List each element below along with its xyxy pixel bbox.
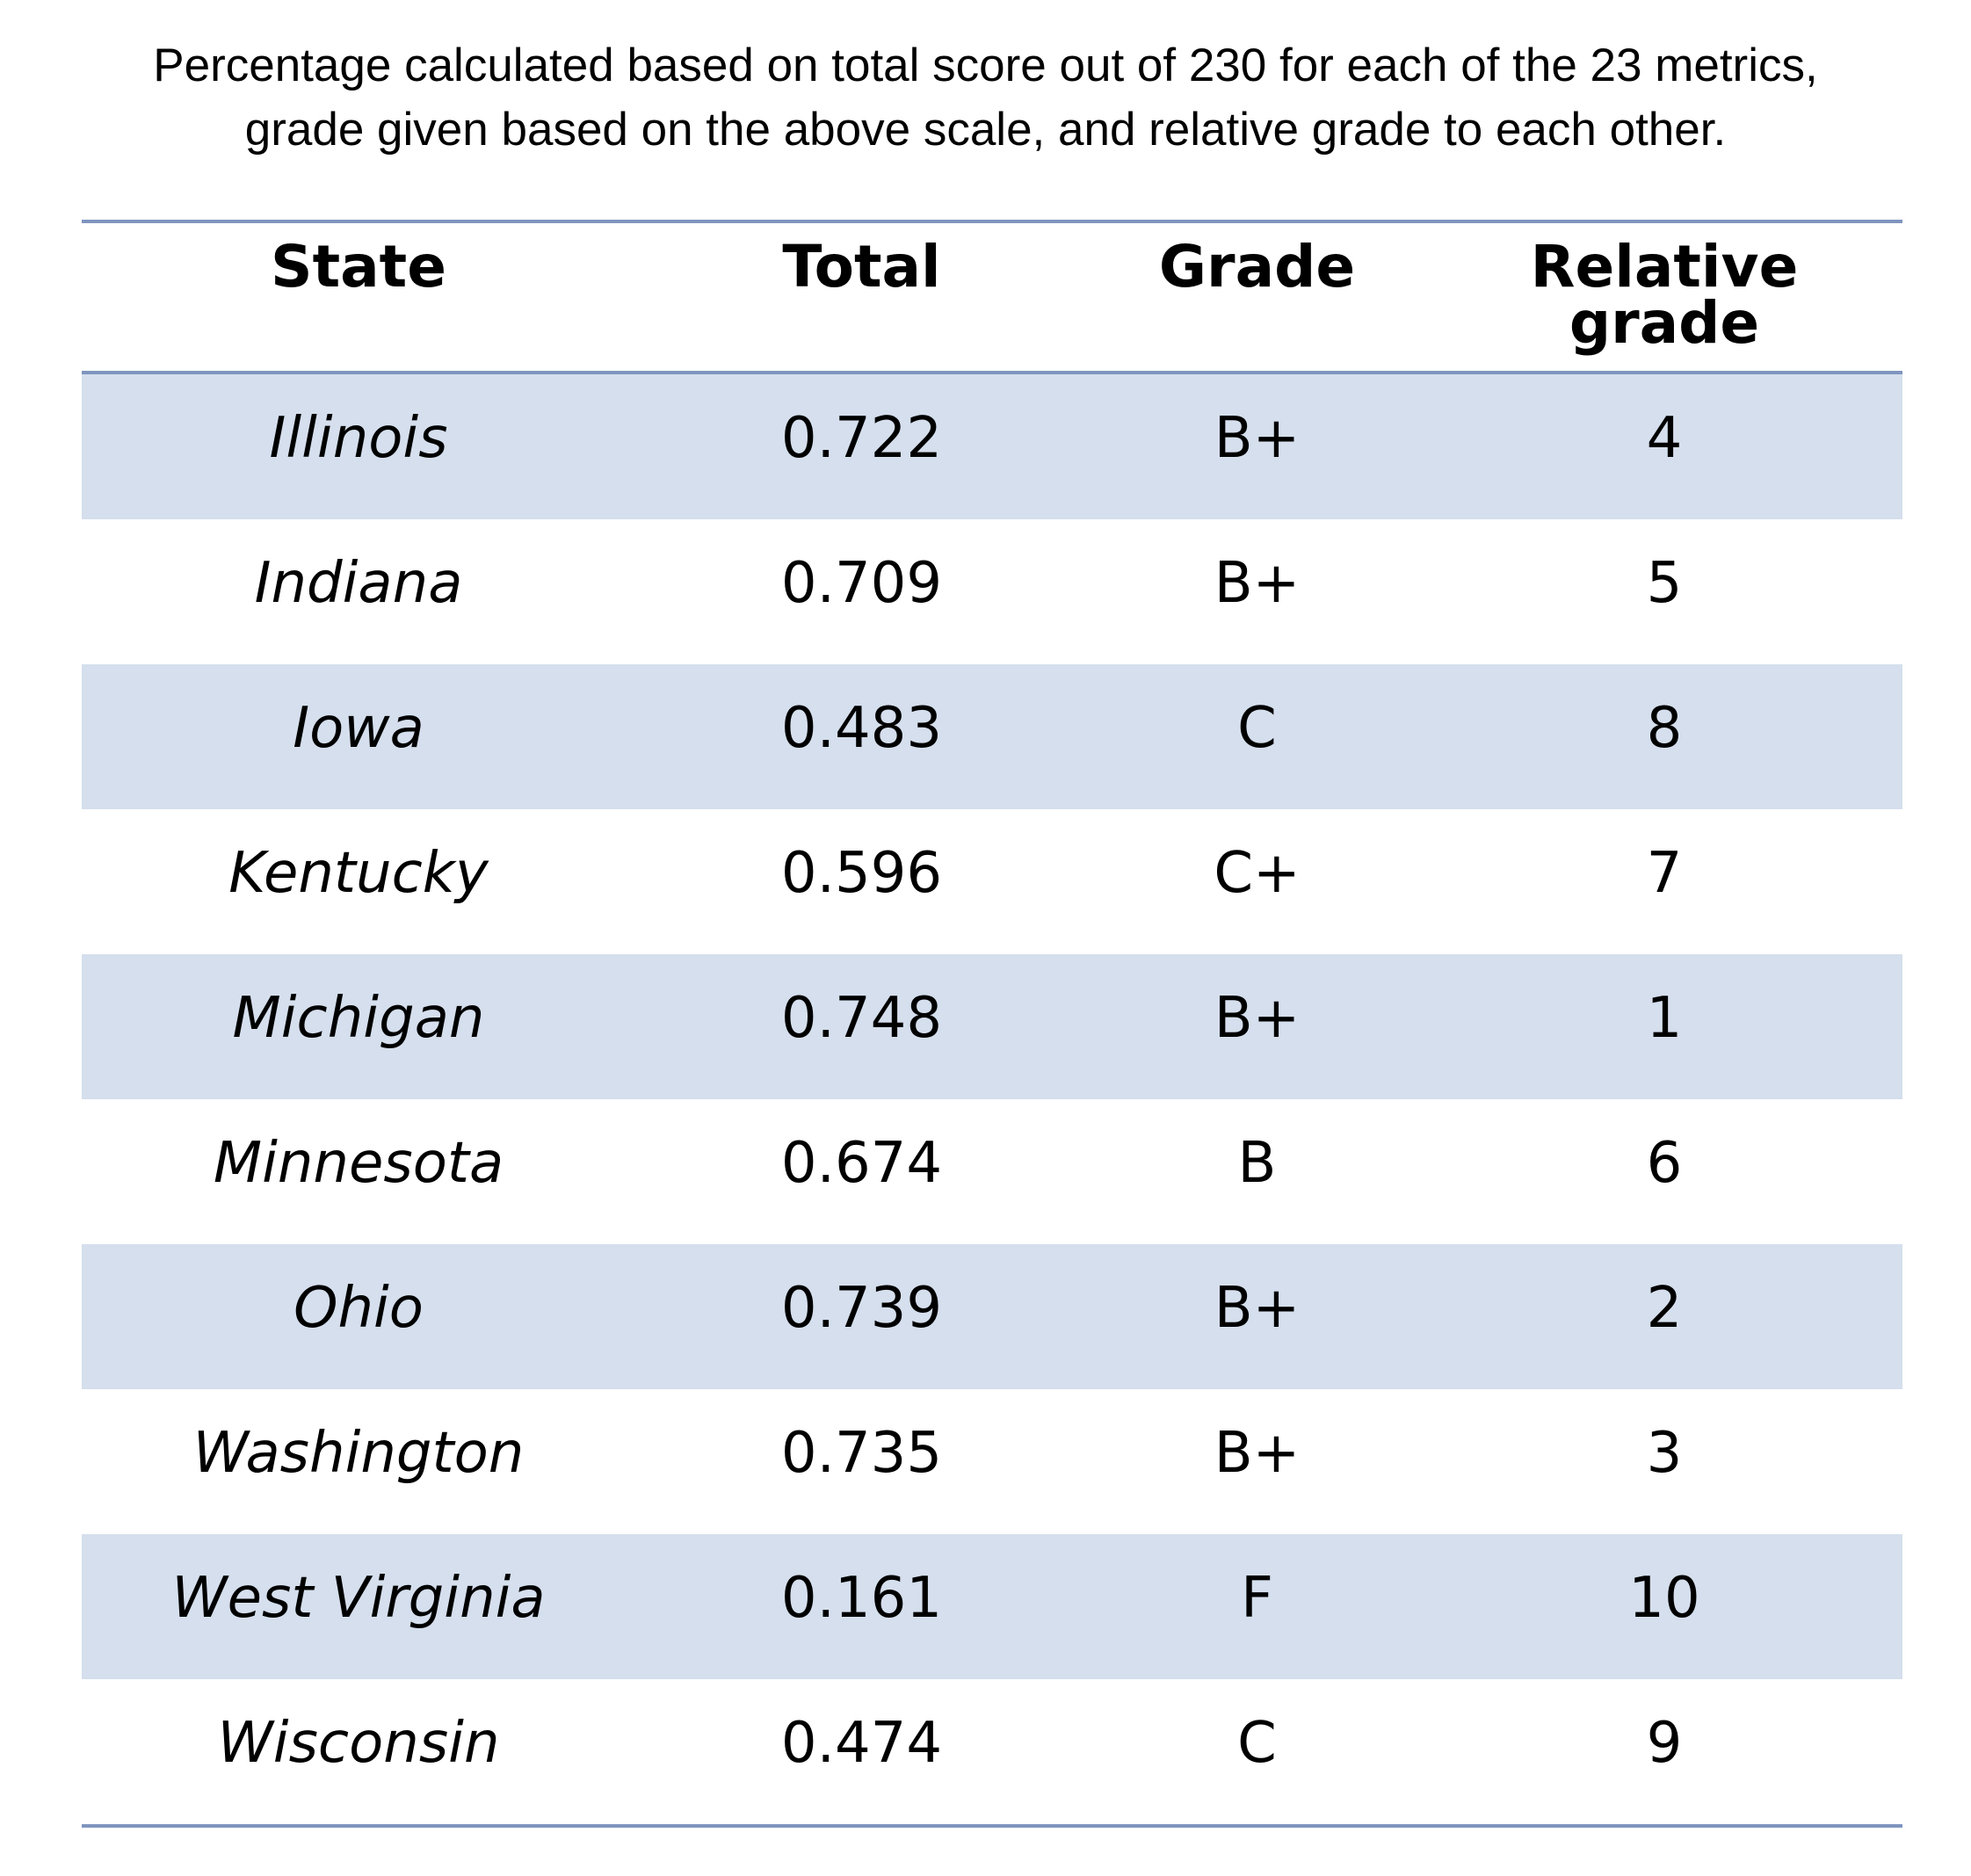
top-rule — [82, 220, 1902, 223]
table-row: Illinois 0.722 B+ 4 — [82, 374, 1902, 519]
header-relative-grade: Relative grade — [1530, 233, 1799, 357]
state-cell: West Virginia — [171, 1566, 546, 1631]
relative-grade-cell: 2 — [1646, 1276, 1683, 1341]
state-cell: Wisconsin — [217, 1711, 500, 1776]
header-grade: Grade — [1158, 233, 1356, 301]
total-cell: 0.674 — [780, 1131, 943, 1196]
state-cell: Michigan — [232, 986, 485, 1051]
total-cell: 0.161 — [780, 1566, 943, 1631]
grade-cell: B+ — [1214, 1421, 1301, 1486]
total-cell: 0.709 — [780, 551, 943, 616]
total-cell: 0.748 — [780, 986, 943, 1051]
relative-grade-cell: 8 — [1646, 696, 1683, 761]
table-row: Minnesota 0.674 B 6 — [82, 1099, 1902, 1244]
table-row: Wisconsin 0.474 C 9 — [82, 1679, 1902, 1824]
table-row: Indiana 0.709 B+ 5 — [82, 519, 1902, 664]
table-row: Ohio 0.739 B+ 2 — [82, 1244, 1902, 1389]
total-cell: 0.722 — [780, 406, 943, 471]
table-caption: Percentage calculated based on total sco… — [0, 33, 1971, 162]
table-row: Washington 0.735 B+ 3 — [82, 1389, 1902, 1534]
total-cell: 0.474 — [780, 1711, 943, 1776]
state-cell: Illinois — [269, 406, 448, 471]
relative-grade-cell: 7 — [1646, 841, 1683, 906]
bottom-rule — [82, 1824, 1902, 1828]
total-cell: 0.739 — [780, 1276, 943, 1341]
header-state: State — [271, 233, 446, 301]
table-row: Iowa 0.483 C 8 — [82, 664, 1902, 809]
grade-cell: C — [1237, 696, 1277, 761]
grade-cell: B+ — [1214, 551, 1301, 616]
state-cell: Indiana — [254, 551, 463, 616]
state-cell: Ohio — [293, 1276, 424, 1341]
header-rule — [82, 371, 1902, 374]
relative-grade-cell: 1 — [1646, 986, 1683, 1051]
relative-grade-cell: 9 — [1646, 1711, 1683, 1776]
total-cell: 0.483 — [780, 696, 943, 761]
caption-line-2: grade given based on the above scale, an… — [244, 104, 1727, 156]
grade-cell: B+ — [1214, 986, 1301, 1051]
total-cell: 0.735 — [780, 1421, 943, 1486]
caption-line-1: Percentage calculated based on total sco… — [153, 40, 1818, 91]
grades-table: State Total Grade Relative grade Illinoi… — [82, 220, 1902, 1828]
header-row: State Total Grade Relative grade — [82, 223, 1902, 371]
header-total: Total — [782, 233, 941, 301]
state-cell: Minnesota — [213, 1131, 504, 1196]
table-row: Kentucky 0.596 C+ 7 — [82, 809, 1902, 954]
grade-cell: B+ — [1214, 406, 1301, 471]
state-cell: Washington — [192, 1421, 525, 1486]
relative-grade-cell: 4 — [1646, 406, 1683, 471]
grade-cell: B+ — [1214, 1276, 1301, 1341]
relative-grade-cell: 3 — [1646, 1421, 1683, 1486]
state-cell: Kentucky — [228, 841, 489, 906]
state-cell: Iowa — [293, 696, 424, 761]
grade-cell: C+ — [1214, 841, 1301, 906]
relative-grade-cell: 10 — [1628, 1566, 1700, 1631]
relative-grade-cell: 5 — [1646, 551, 1683, 616]
table-row: Michigan 0.748 B+ 1 — [82, 954, 1902, 1099]
grade-cell: B — [1237, 1131, 1277, 1196]
grade-cell: C — [1237, 1711, 1277, 1776]
grade-cell: F — [1241, 1566, 1273, 1631]
relative-grade-cell: 6 — [1646, 1131, 1683, 1196]
table-row: West Virginia 0.161 F 10 — [82, 1534, 1902, 1679]
total-cell: 0.596 — [780, 841, 943, 906]
